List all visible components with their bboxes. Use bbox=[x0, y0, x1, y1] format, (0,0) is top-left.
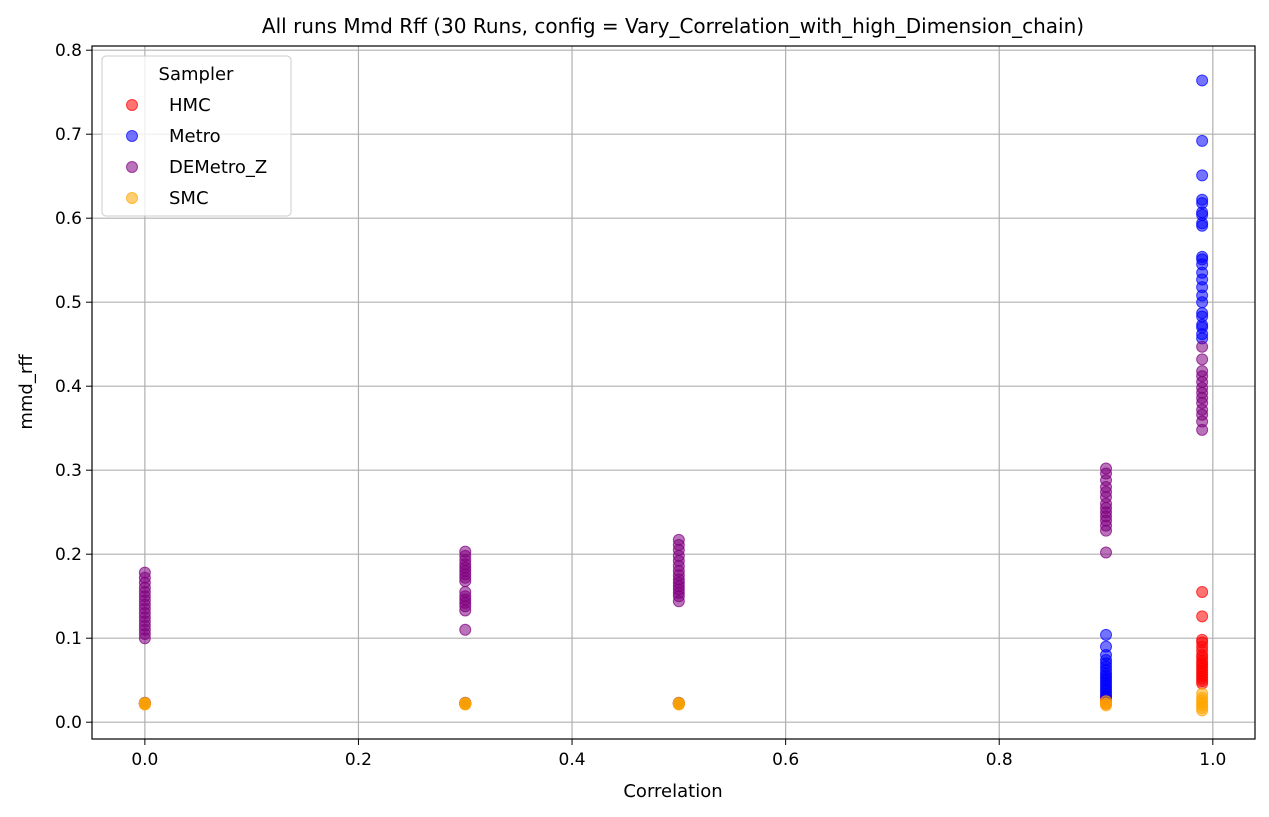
y-axis-label: mmd_rff bbox=[16, 354, 37, 430]
series-smc bbox=[138, 687, 1209, 717]
data-point bbox=[672, 698, 685, 711]
data-point bbox=[1196, 610, 1209, 623]
series-hmc bbox=[138, 586, 1209, 710]
legend: Sampler HMC Metro DEMetro_Z SMC bbox=[101, 55, 292, 217]
legend-title: Sampler bbox=[159, 64, 234, 85]
data-point bbox=[1100, 628, 1113, 641]
data-point bbox=[1196, 677, 1209, 690]
x-tick-label: 0.4 bbox=[559, 750, 586, 770]
legend-marker bbox=[126, 99, 138, 111]
legend-label: DEMetro_Z bbox=[169, 157, 267, 178]
data-point bbox=[1196, 586, 1209, 598]
legend-entries: HMC Metro DEMetro_Z SMC bbox=[126, 95, 267, 209]
data-point bbox=[1100, 699, 1113, 712]
grid-lines bbox=[92, 46, 1255, 739]
data-point bbox=[459, 623, 472, 636]
series-metro bbox=[138, 74, 1209, 710]
legend-marker bbox=[126, 192, 138, 204]
data-point bbox=[1100, 524, 1113, 537]
data-point bbox=[459, 575, 472, 588]
data-point bbox=[138, 632, 151, 645]
y-tick-label: 0.2 bbox=[55, 545, 82, 565]
y-tick-label: 0.3 bbox=[55, 461, 82, 481]
data-point bbox=[1196, 353, 1209, 366]
data-point bbox=[1196, 134, 1209, 147]
legend-label: Metro bbox=[169, 126, 221, 147]
data-point bbox=[1196, 219, 1209, 232]
data-point bbox=[1196, 296, 1209, 309]
y-tick-label: 0.4 bbox=[55, 377, 82, 397]
y-tick-label: 0.5 bbox=[55, 293, 82, 313]
data-point bbox=[1196, 704, 1209, 717]
legend-box bbox=[101, 55, 292, 217]
x-tick-label: 0.6 bbox=[772, 750, 799, 770]
x-tick-label: 0.8 bbox=[986, 750, 1013, 770]
data-point bbox=[1196, 423, 1209, 436]
chart-title: All runs Mmd Rff (30 Runs, config = Vary… bbox=[262, 14, 1084, 38]
y-tick-label: 0.8 bbox=[55, 41, 82, 61]
legend-label: HMC bbox=[169, 95, 211, 116]
y-tick-label: 0.1 bbox=[55, 629, 82, 649]
data-point bbox=[1196, 169, 1209, 182]
data-point bbox=[1100, 546, 1113, 559]
data-point bbox=[1196, 340, 1209, 353]
series-demetro-z bbox=[138, 340, 1209, 645]
legend-marker bbox=[126, 161, 138, 173]
y-tick-label: 0.7 bbox=[55, 125, 82, 145]
legend-marker bbox=[126, 130, 138, 142]
legend-label: SMC bbox=[169, 188, 209, 209]
data-point bbox=[1196, 74, 1209, 87]
y-tick-label: 0.6 bbox=[55, 209, 82, 229]
data-point bbox=[459, 604, 472, 617]
plot-frame bbox=[91, 45, 1256, 740]
data-point bbox=[672, 595, 685, 608]
axis-ticks: 0.0 0.2 0.4 0.6 0.8 1.0 0.0 0.1 0.2 0.3 0.4 0.5 0.6 0… bbox=[55, 41, 1226, 770]
x-tick-label: 0.2 bbox=[345, 750, 372, 770]
x-axis-label: Correlation bbox=[623, 781, 722, 802]
data-point bbox=[138, 698, 151, 711]
y-tick-label: 0.0 bbox=[55, 713, 82, 733]
x-tick-label: 1.0 bbox=[1199, 750, 1226, 770]
x-tick-label: 0.0 bbox=[131, 750, 158, 770]
data-point bbox=[459, 698, 472, 711]
data-points bbox=[138, 74, 1209, 717]
